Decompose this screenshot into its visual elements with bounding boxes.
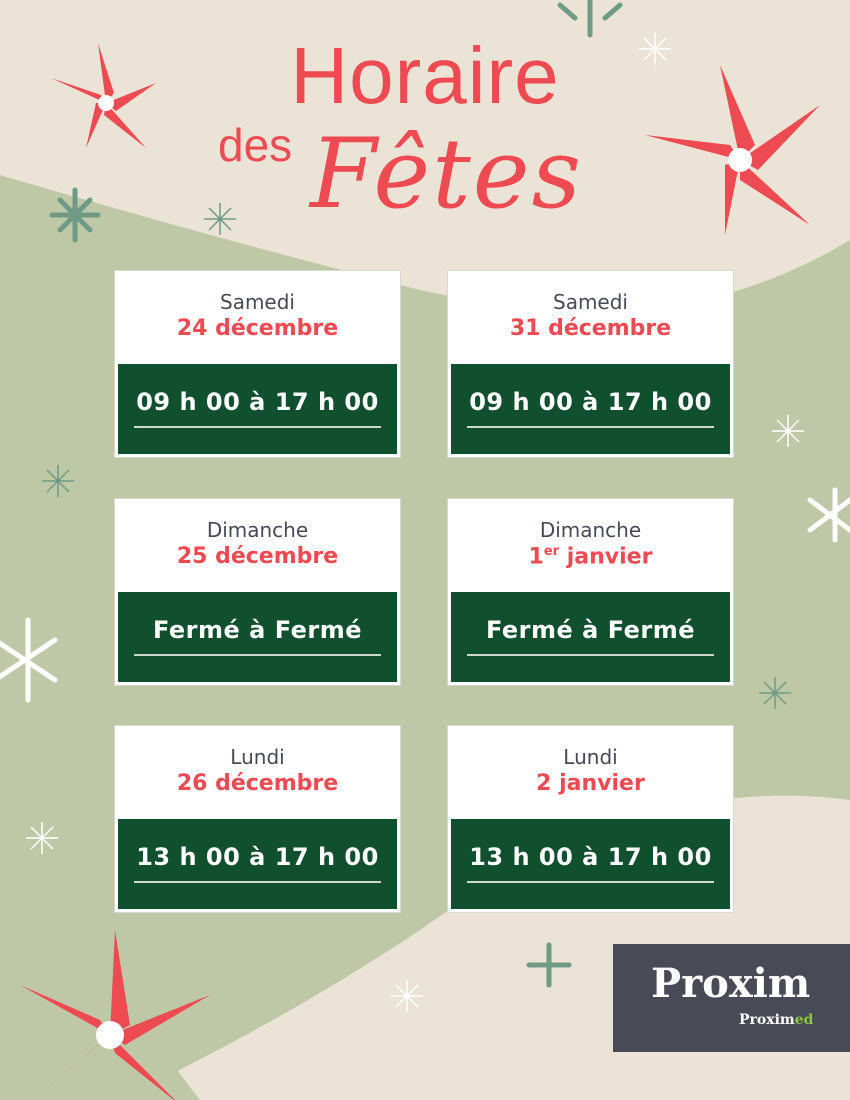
card-date: 24 décembre bbox=[176, 316, 339, 341]
card-day: Dimanche bbox=[206, 518, 309, 542]
divider bbox=[467, 881, 714, 883]
schedule-card: Dimanche 25 décembre Fermé à Fermé bbox=[115, 499, 400, 685]
card-date: 2 janvier bbox=[536, 771, 645, 796]
card-hours: 09 h 00 à 17 h 00 bbox=[469, 388, 712, 416]
divider bbox=[134, 881, 381, 883]
divider bbox=[134, 426, 381, 428]
logo-wordmark: Proxim bbox=[651, 960, 811, 1007]
logo-subbrand: Proximed bbox=[739, 1012, 814, 1028]
card-date: 25 décembre bbox=[176, 544, 339, 569]
title-horaire: Horaire bbox=[290, 31, 560, 120]
card-hours: Fermé à Fermé bbox=[152, 616, 363, 644]
card-day: Samedi bbox=[553, 290, 628, 314]
title-des: des bbox=[218, 119, 293, 171]
card-day: Lundi bbox=[230, 745, 285, 769]
schedule-card: Samedi 24 décembre 09 h 00 à 17 h 00 bbox=[115, 271, 400, 457]
divider bbox=[467, 426, 714, 428]
card-date: 26 décembre bbox=[176, 771, 339, 796]
card-day: Dimanche bbox=[539, 518, 642, 542]
divider bbox=[467, 654, 714, 656]
schedule-card: Lundi 26 décembre 13 h 00 à 17 h 00 bbox=[115, 726, 400, 912]
schedule-card: Lundi 2 janvier 13 h 00 à 17 h 00 bbox=[448, 726, 733, 912]
card-hours: 13 h 00 à 17 h 00 bbox=[136, 843, 379, 871]
poinsettia-icon bbox=[645, 65, 820, 235]
card-hours: 09 h 00 à 17 h 00 bbox=[136, 388, 379, 416]
poinsettia-icon bbox=[51, 43, 156, 148]
schedule-card: Dimanche 1er janvier Fermé à Fermé bbox=[448, 499, 733, 685]
card-date: 31 décembre bbox=[509, 316, 672, 341]
card-hours: Fermé à Fermé bbox=[485, 616, 696, 644]
card-day: Lundi bbox=[563, 745, 618, 769]
card-hours: 13 h 00 à 17 h 00 bbox=[469, 843, 712, 871]
card-date: 1er janvier bbox=[528, 544, 653, 570]
divider bbox=[134, 654, 381, 656]
title-fetes: Fêtes bbox=[310, 118, 583, 230]
card-day: Samedi bbox=[220, 290, 295, 314]
snowflake-icon bbox=[49, 0, 623, 988]
poinsettia-icon bbox=[20, 930, 210, 1100]
proxim-logo: Proxim Proximed bbox=[613, 944, 850, 1052]
schedule-card: Samedi 31 décembre 09 h 00 à 17 h 00 bbox=[448, 271, 733, 457]
